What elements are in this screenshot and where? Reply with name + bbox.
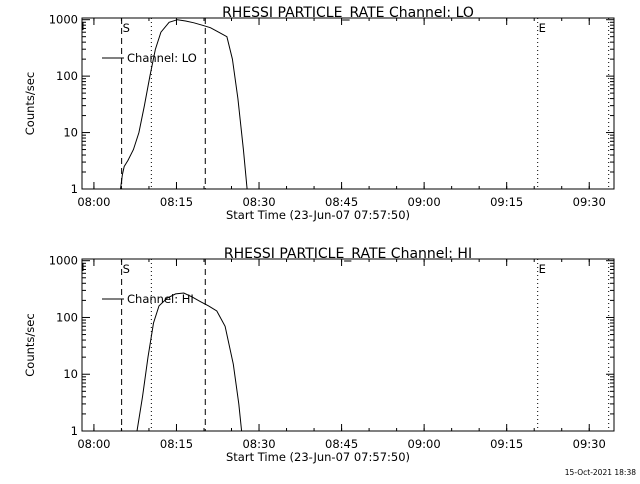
footer-timestamp: 15-Oct-2021 18:38 [565, 468, 636, 477]
y-axis-label: Counts/sec [23, 313, 37, 376]
x-tick-label: 09:30 [573, 195, 606, 209]
y-tick-label: 10 [63, 367, 78, 381]
plot-frame [81, 258, 615, 432]
x-tick-label: 08:30 [242, 195, 275, 209]
y-tick-label: 100 [56, 69, 78, 83]
y-tick-label: 100 [56, 310, 78, 324]
x-tick-label: 09:15 [490, 195, 523, 209]
x-axis-label: Start Time (23-Jun-07 07:57:50) [226, 208, 410, 222]
y-tick-label: 1000 [49, 254, 78, 268]
x-tick-label: 08:15 [160, 437, 193, 451]
x-tick-label: 08:00 [77, 437, 110, 451]
x-tick-label: 08:45 [325, 195, 358, 209]
marker-label-start: S [123, 21, 130, 35]
y-axis-label: Counts/sec [23, 72, 37, 135]
marker-label-start: S [123, 262, 130, 276]
x-tick-label: 08:45 [325, 437, 358, 451]
y-tick-label: 1000 [49, 13, 78, 27]
chart-panel-1: RHESSI PARTICLE_RATE Channel: LO 08:00 08:… [23, 5, 615, 222]
legend-label: Channel: HI [127, 292, 194, 306]
x-tick-label: 09:00 [408, 195, 441, 209]
chart-panel-2: RHESSI PARTICLE_RATE Channel: HI 08:00 08:… [23, 246, 615, 464]
x-tick-label: 09:30 [573, 437, 606, 451]
y-tick-label: 10 [63, 126, 78, 140]
x-tick-label: 09:00 [408, 437, 441, 451]
x-tick-label: 08:00 [77, 195, 110, 209]
legend-label: Channel: LO [127, 51, 197, 65]
x-tick-label: 09:15 [490, 437, 523, 451]
x-axis-label: Start Time (23-Jun-07 07:57:50) [226, 450, 410, 464]
y-tick-label: 1 [71, 182, 78, 196]
plot-frame [81, 17, 615, 190]
chart-title: RHESSI PARTICLE_RATE Channel: LO [222, 5, 474, 21]
marker-label-end: E [539, 262, 546, 276]
y-tick-label: 1 [71, 424, 78, 438]
chart-title: RHESSI PARTICLE_RATE Channel: HI [224, 246, 472, 262]
x-tick-label: 08:15 [160, 195, 193, 209]
x-tick-label: 08:30 [242, 437, 275, 451]
series-line [136, 292, 243, 432]
marker-label-end: E [539, 21, 546, 35]
series-line [120, 19, 248, 190]
